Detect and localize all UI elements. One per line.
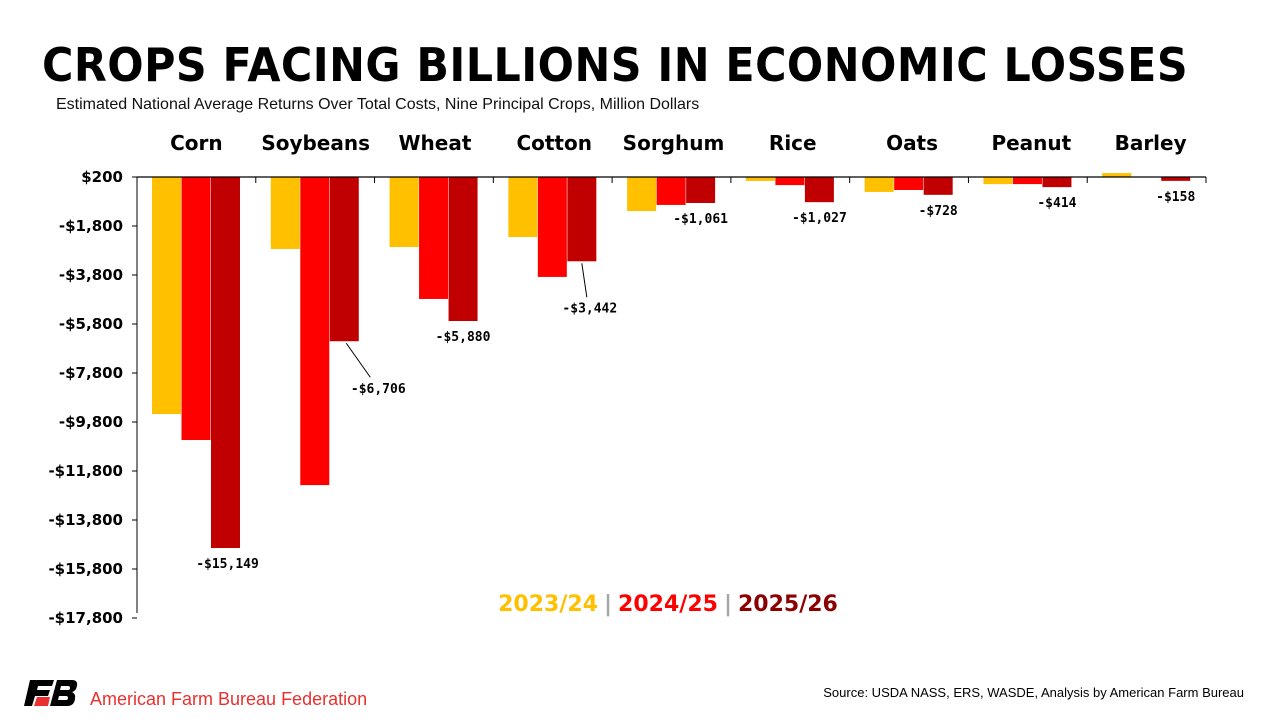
y-tick-label: -$15,800 [48, 560, 123, 578]
legend-2024-25: 2024/25 [618, 592, 718, 617]
category-label: Rice [769, 131, 817, 155]
bar-oats-2023-24 [864, 177, 894, 192]
category-label: Sorghum [623, 131, 725, 155]
y-tick-label: -$9,800 [59, 413, 123, 431]
organization-name: American Farm Bureau Federation [90, 689, 368, 709]
y-tick-label: -$11,800 [48, 462, 123, 480]
leader-line [581, 263, 588, 298]
legend-separator: | [604, 592, 613, 617]
category-label: Cotton [516, 131, 592, 155]
chart-subtitle: Estimated National Average Returns Over … [56, 96, 700, 113]
bar-soybeans-2023-24 [270, 177, 300, 250]
bar-peanut-2023-24 [983, 177, 1013, 185]
category-label: Wheat [398, 131, 471, 155]
y-tick-label: -$13,800 [48, 511, 123, 529]
bar-rice-2025-26 [804, 177, 834, 203]
bar-corn-2025-26 [211, 177, 240, 548]
bar-barley-2023-24 [1102, 173, 1132, 177]
bar-cotton-2024-25 [537, 177, 567, 277]
bar-sorghum-2024-25 [656, 177, 686, 205]
data-label: -$6,706 [351, 382, 406, 397]
legend-2023-24: 2023/24 [498, 592, 598, 617]
data-label: -$5,880 [436, 330, 491, 345]
data-label: -$728 [919, 204, 958, 219]
category-label: Soybeans [261, 131, 370, 155]
bar-corn-2024-25 [181, 177, 211, 441]
legend: 2023/24 | 2024/25 | 2025/26 [0, 592, 1280, 617]
bar-wheat-2025-26 [448, 177, 478, 322]
legend-separator: | [723, 592, 732, 617]
bar-oats-2025-26 [923, 177, 953, 195]
source-note: Source: USDA NASS, ERS, WASDE, Analysis … [823, 685, 1244, 700]
bar-rice-2023-24 [745, 177, 775, 181]
category-label: Oats [886, 131, 938, 155]
data-label: -$1,027 [792, 211, 847, 226]
bar-wheat-2023-24 [389, 177, 419, 248]
bar-corn-2023-24 [152, 177, 181, 415]
bar-oats-2024-25 [894, 177, 924, 190]
data-label: -$1,061 [673, 212, 728, 227]
legend-2025-26: 2025/26 [737, 592, 838, 617]
bar-sorghum-2025-26 [686, 177, 716, 203]
bar-cotton-2023-24 [508, 177, 538, 238]
y-tick-label: -$3,800 [59, 266, 123, 284]
data-label: -$3,442 [562, 301, 617, 316]
bar-peanut-2025-26 [1042, 177, 1072, 188]
bar-soybeans-2025-26 [329, 177, 359, 342]
bar-cotton-2025-26 [567, 177, 597, 262]
leader-line [345, 342, 371, 378]
bar-soybeans-2024-25 [300, 177, 330, 486]
category-label: Corn [170, 131, 223, 155]
category-label: Barley [1115, 131, 1187, 155]
bar-barley-2025-26 [1161, 177, 1191, 181]
data-label: -$414 [1037, 196, 1076, 211]
bar-wheat-2024-25 [419, 177, 449, 299]
afbf-logo-icon [24, 680, 78, 706]
bar-rice-2024-25 [775, 177, 805, 186]
data-label: -$158 [1156, 190, 1195, 205]
y-tick-label: -$1,800 [59, 217, 123, 235]
y-tick-label: -$17,800 [48, 609, 123, 627]
bar-peanut-2024-25 [1012, 177, 1042, 185]
category-label: Peanut [991, 131, 1071, 155]
y-tick-label: -$5,800 [59, 315, 123, 333]
bar-sorghum-2023-24 [627, 177, 657, 212]
chart-title: CROPS FACING BILLIONS IN ECONOMIC LOSSES [42, 38, 1189, 92]
data-label: -$15,149 [196, 557, 259, 572]
y-tick-label: -$7,800 [59, 364, 123, 382]
y-tick-label: $200 [81, 168, 123, 186]
